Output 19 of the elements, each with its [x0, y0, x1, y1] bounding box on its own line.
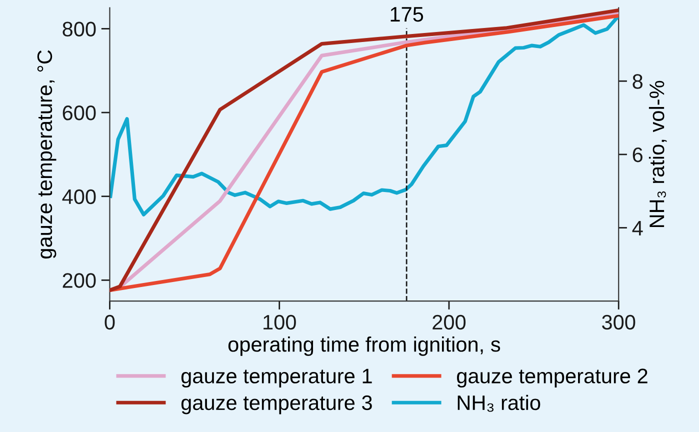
x-axis-title: operating time from ignition, s: [228, 336, 500, 356]
legend-label: gauze temperature 2: [457, 368, 648, 388]
ref-line-label: 175: [390, 7, 424, 22]
y-tick-label: 800: [62, 22, 96, 36]
x-tick-label: 100: [264, 314, 296, 330]
y2-tick-label: 8: [632, 74, 642, 89]
x-tick-label: 0: [104, 314, 115, 330]
legend-label: gauze temperature 1: [181, 368, 372, 388]
y-axis-title: gauze temperature, °C: [37, 50, 56, 258]
x-tick-label: 200: [432, 314, 466, 330]
y-tick-label: 400: [62, 189, 96, 204]
x-tick-label: 300: [602, 314, 636, 330]
y2-tick-label: 4: [632, 220, 643, 236]
y2-tick-label: 6: [632, 147, 642, 162]
legend-label: gauze temperature 3: [181, 395, 372, 414]
y-tick-label: 200: [62, 273, 96, 288]
legend-label: NH₃ ratio: [458, 394, 540, 412]
y-tick-label: 600: [62, 106, 96, 120]
y2-axis-title: NH₃ ratio, vol-%: [648, 80, 667, 228]
